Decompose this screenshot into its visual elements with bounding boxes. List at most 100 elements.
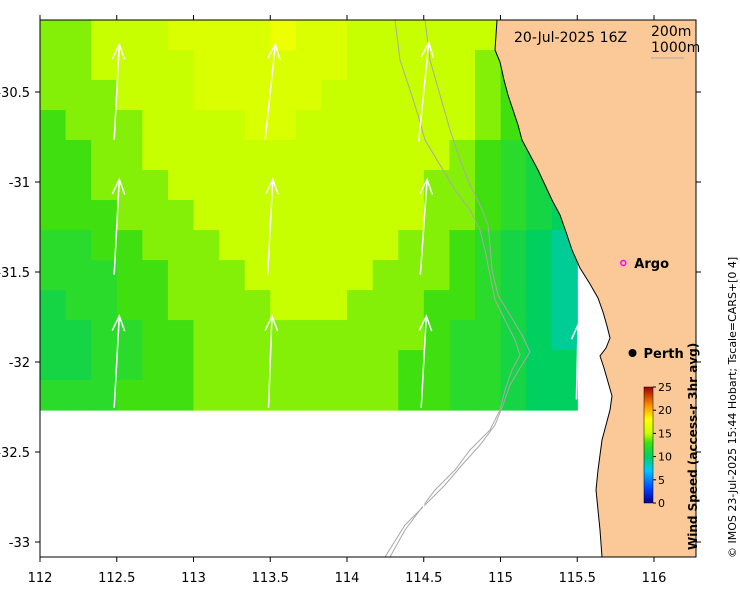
wind-cell [372, 320, 399, 351]
wind-cell [526, 380, 553, 411]
wind-cell [500, 20, 527, 21]
wind-cell [398, 380, 425, 411]
wind-cell [40, 50, 67, 81]
wind-cell [91, 380, 118, 411]
wind-cell [500, 170, 527, 201]
wind-cell [219, 140, 246, 171]
wind-cell [116, 320, 143, 351]
wind-cell [449, 50, 476, 81]
wind-cell [295, 170, 322, 201]
wind-cell [372, 230, 399, 261]
wind-cell [65, 380, 92, 411]
wind-cell [321, 230, 348, 261]
wind-cell [219, 350, 246, 381]
places: Argo Perth [620, 257, 684, 362]
wind-arrow [265, 177, 279, 275]
wind-cell [167, 200, 195, 231]
wind-cell [270, 200, 297, 231]
wind-cell [398, 230, 425, 261]
lat-tick-label: -31 [9, 176, 30, 191]
wind-cell [167, 110, 195, 141]
colorbar-tick-label: 15 [658, 427, 672, 440]
wind-arrow [111, 314, 126, 408]
wind-cell [398, 320, 425, 351]
wind-cell [270, 350, 297, 381]
wind-cell [116, 20, 143, 21]
wind-cell [91, 290, 118, 321]
wind-cell [193, 290, 220, 321]
wind-cell [500, 200, 527, 231]
lon-tick-label: 113 [181, 571, 206, 586]
wind-cell [65, 290, 92, 321]
wind-cell [65, 110, 92, 141]
wind-cell [142, 20, 169, 51]
wind-cell [372, 110, 399, 141]
wind-cell [167, 140, 195, 171]
wind-cell [142, 200, 169, 231]
place-perth: Perth [628, 347, 684, 362]
wind-cell [475, 170, 502, 201]
wind-cell [116, 290, 143, 321]
wind-cell [244, 350, 271, 381]
wind-cell [40, 200, 67, 231]
timestamp-label: 20-Jul-2025 16Z [514, 30, 628, 46]
wind-cell [295, 200, 322, 231]
wind-cell [347, 110, 374, 141]
wind-cell [398, 20, 425, 21]
wind-cell [65, 50, 92, 81]
axis-ticks: 112 112.5 113 113.5 114 114.5 115 115.5 116 -30.5… [0, 15, 701, 586]
wind-cell [423, 320, 450, 351]
wind-cell [270, 140, 297, 171]
wind-cell [219, 80, 246, 111]
wind-cell [347, 80, 374, 111]
wind-cell [423, 350, 450, 381]
wind-arrows [111, 40, 585, 542]
wind-cell [398, 290, 425, 321]
lon-tick-label: 114 [335, 571, 360, 586]
plot-area: Argo Perth [40, 20, 696, 557]
wind-cell [321, 20, 348, 21]
wind-cell [142, 230, 169, 261]
wind-cell [500, 260, 527, 291]
wind-cell [449, 200, 476, 231]
wind-cell [219, 290, 246, 321]
wind-cell [500, 350, 527, 381]
wind-cell [526, 20, 553, 21]
wind-cell [167, 20, 195, 51]
wind-cell [526, 320, 553, 351]
wind-cell [142, 20, 169, 21]
wind-cell [475, 350, 502, 381]
wind-arrow [264, 314, 279, 408]
wind-cell [244, 260, 271, 291]
wind-cell [116, 80, 143, 111]
wind-cell [91, 320, 118, 351]
wind-cell [167, 290, 195, 321]
wind-cell [219, 50, 246, 81]
wind-cell [244, 50, 271, 81]
wind-cell [347, 20, 374, 21]
wind-cell [65, 320, 92, 351]
wind-cell [321, 80, 348, 111]
colorbar-title: Wind Speed (access-r 3hr avg) [686, 342, 700, 550]
wind-cell [449, 320, 476, 351]
wind-cell [40, 20, 67, 51]
wind-cell [270, 260, 297, 291]
lon-tick-label: 114.5 [405, 571, 442, 586]
wind-cell [372, 170, 399, 201]
wind-cell [244, 380, 271, 411]
wind-cell [270, 380, 297, 411]
place-argo: Argo [620, 257, 669, 272]
wind-cell [142, 110, 169, 141]
wind-cell [65, 260, 92, 291]
wind-cell [449, 20, 476, 51]
wind-cell [295, 380, 322, 411]
wind-cell [142, 290, 169, 321]
wind-cell [347, 260, 374, 291]
wind-cell [219, 170, 246, 201]
wind-cell [449, 260, 476, 291]
colorbar-tick-label: 5 [658, 474, 665, 487]
wind-cell [40, 230, 67, 261]
wind-cell [65, 170, 92, 201]
wind-cell [321, 350, 348, 381]
